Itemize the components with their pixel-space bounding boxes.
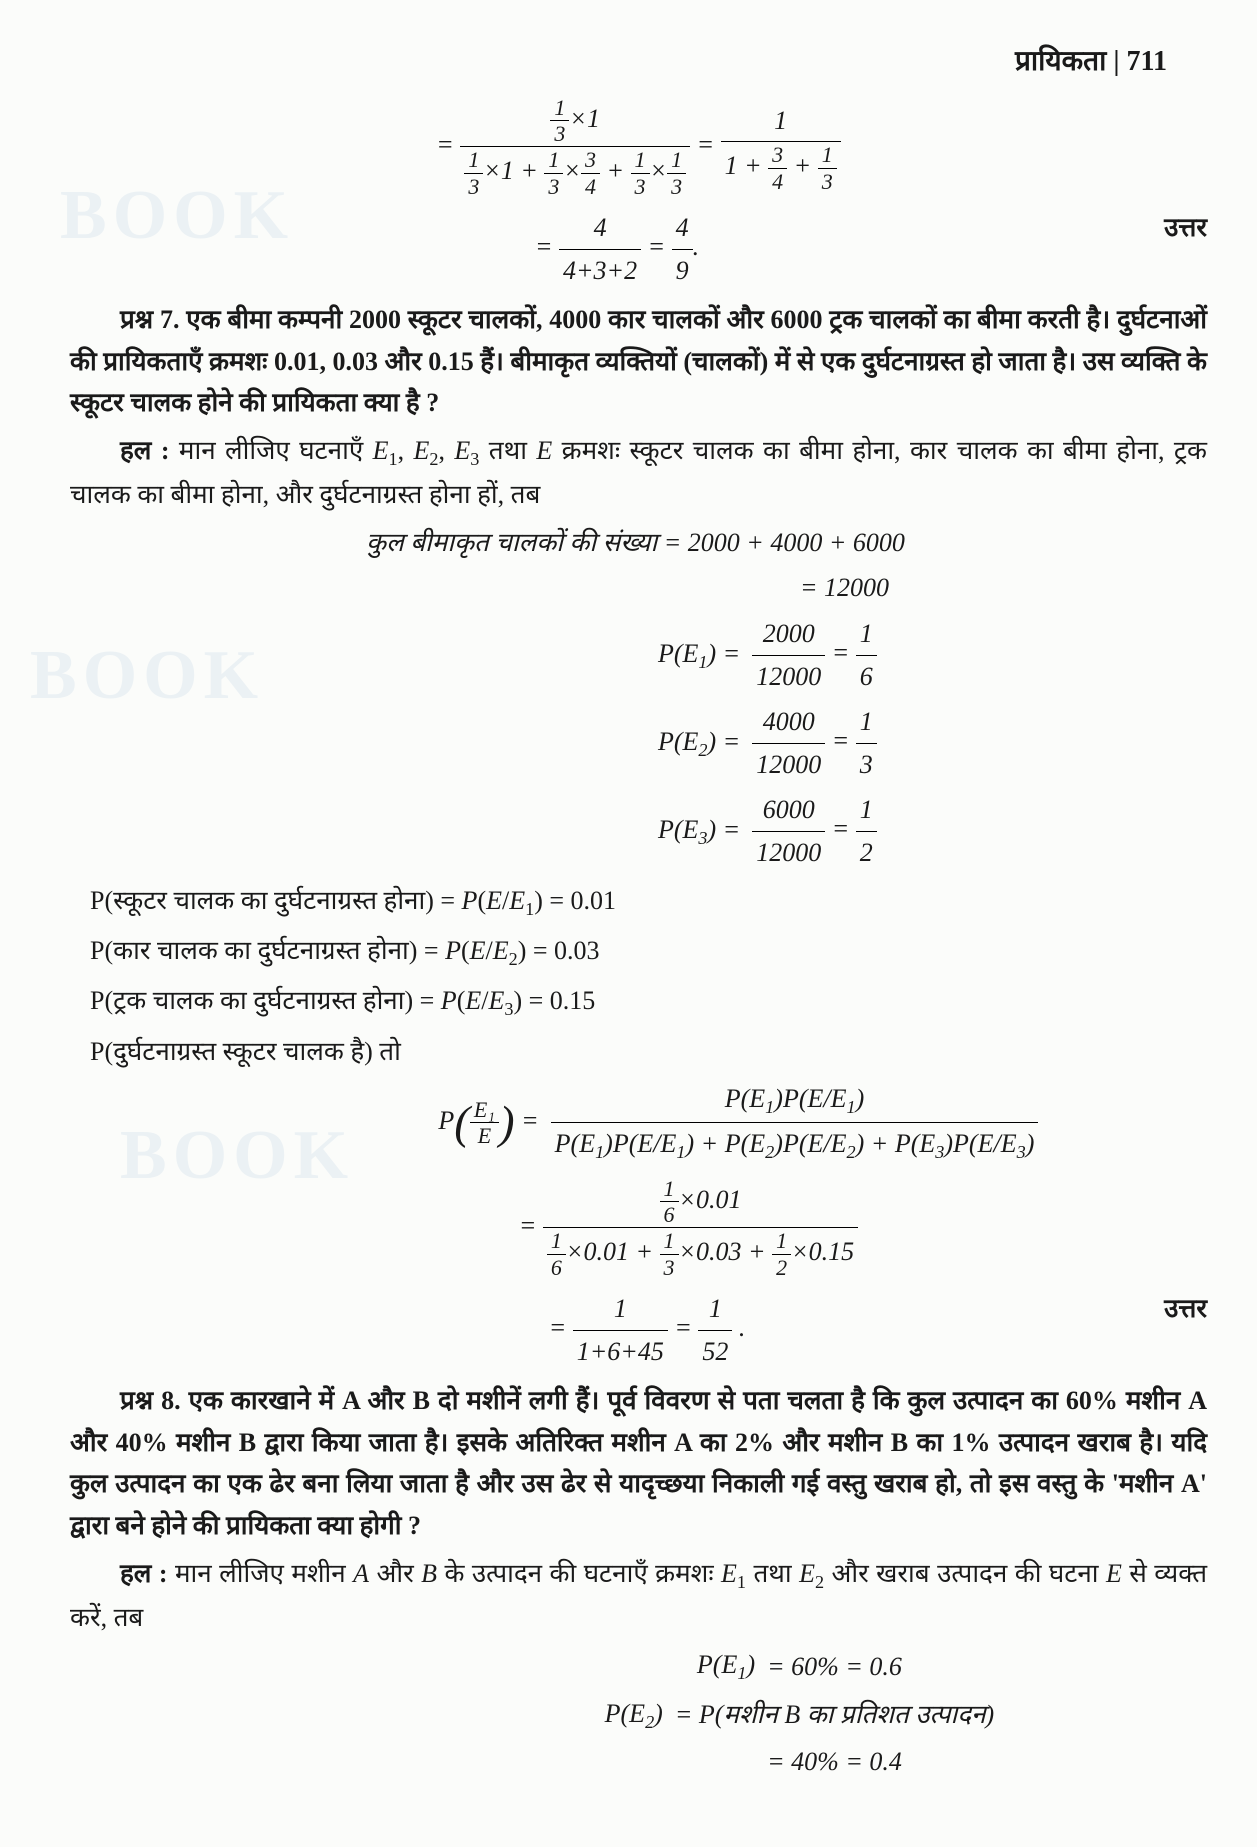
eq: = — [674, 1313, 698, 1342]
den: 2 — [856, 832, 877, 874]
num: P(E1)P(E/E1) — [551, 1078, 1039, 1123]
q7-total-1: कुल बीमाकृत चालकों की संख्या = 2000 + 40… — [70, 522, 1207, 564]
num: 1 — [573, 1288, 668, 1331]
answer-label: उत्तर — [1164, 1288, 1207, 1330]
rhs: = 12000 — [794, 567, 889, 609]
den: 1+6+45 — [573, 1331, 668, 1373]
q8-solution-intro: हल : मान लीजिए मशीन A और B के उत्पादन की… — [70, 1553, 1207, 1639]
den: 3 — [856, 744, 877, 786]
eq-prefix: = — [436, 130, 460, 159]
lhs: कुल बीमाकृत चालकों की संख्या = 2000 + 40… — [366, 522, 911, 564]
num: 1 — [721, 100, 841, 143]
eq: = — [832, 638, 856, 667]
q7-step2: = 16×0.01 16×0.01 + 13×0.03 + 12×0.15 — [70, 1176, 1207, 1280]
page-header: प्रायिकता | 711 — [70, 40, 1207, 85]
num: 4000 — [752, 701, 825, 744]
q8-pe2b: = 40% = 0.4 — [70, 1741, 1207, 1783]
eq-mid: = — [697, 130, 721, 159]
q8-question: प्रश्न 8. एक कारखाने में A और B दो मशीने… — [70, 1380, 1207, 1546]
num: 1 — [698, 1288, 732, 1331]
eq-mid: = — [648, 232, 672, 261]
q7-pe2: P(E2) = 400012000 = 13 — [70, 701, 1207, 785]
den: P(E1)P(E/E1) + P(E2)P(E/E2) + P(E3)P(E/E… — [551, 1123, 1039, 1167]
num: 1 — [856, 613, 877, 656]
q7-solution-intro: हल : मान लीजिए घटनाएँ E1, E2, E3 तथा E क… — [70, 430, 1207, 516]
num: 6000 — [752, 789, 825, 832]
den: 12000 — [752, 656, 825, 698]
answer-label: उत्तर — [1164, 207, 1207, 249]
den: 9 — [672, 250, 693, 292]
den: 12000 — [752, 744, 825, 786]
eq-prefix: = — [535, 232, 559, 261]
q7-pe1: P(E1) = 200012000 = 16 — [70, 613, 1207, 697]
rhs: = 40% = 0.4 — [761, 1741, 902, 1783]
num: 1 — [856, 789, 877, 832]
num: 1 — [550, 95, 569, 121]
eq-block-1b: = 44+3+2 = 49. उत्तर — [70, 207, 1207, 291]
tail: ×1 — [569, 104, 600, 133]
den: 52 — [698, 1331, 732, 1373]
q8-pe1: P(E1) = 60% = 0.6 — [70, 1644, 1207, 1688]
eq: = — [832, 726, 856, 755]
q7-cond4: P(दुर्घटनाग्रस्त स्कूटर चालक है) तो — [90, 1031, 1207, 1073]
q7-bayes: P(E₁E) = P(E1)P(E/E1) P(E1)P(E/E1) + P(E… — [70, 1078, 1207, 1168]
text: मान लीजिए घटनाएँ E1, E2, E3 तथा E क्रमशः… — [70, 436, 1207, 509]
text: मान लीजिए मशीन A और B के उत्पादन की घटना… — [70, 1559, 1207, 1632]
page-content: प्रायिकता | 711 = 13×1 13×1 + 13×34 + 13… — [70, 40, 1207, 1783]
den: E — [470, 1123, 499, 1148]
q7-cond1: P(स्कूटर चालक का दुर्घटनाग्रस्त होना) = … — [90, 880, 1207, 924]
eq: = — [832, 814, 856, 843]
tail: . — [693, 232, 700, 261]
num: 4 — [559, 207, 641, 250]
den: 4+3+2 — [559, 250, 641, 292]
q7-question: प्रश्न 7. एक बीमा कम्पनी 2000 स्कूटर चाल… — [70, 299, 1207, 424]
q8-pe2a: P(E2) = P(मशीन B का प्रतिशत उत्पादन) — [70, 1693, 1207, 1737]
num: 1 — [856, 701, 877, 744]
tail: . — [732, 1313, 745, 1342]
num: 4 — [672, 207, 693, 250]
den: 6 — [856, 656, 877, 698]
q7-step3: = 11+6+45 = 152 . उत्तर — [70, 1288, 1207, 1372]
q7-total-2: = 12000 — [70, 567, 1207, 609]
den: 12000 — [752, 832, 825, 874]
den: 3 — [550, 121, 569, 146]
num: E₁ — [470, 1097, 499, 1123]
q7-cond3: P(ट्रक चालक का दुर्घटनाग्रस्त होना) = P(… — [90, 980, 1207, 1024]
eq-block-1: = 13×1 13×1 + 13×34 + 13×13 = 1 1 + 34 +… — [70, 95, 1207, 199]
q7-cond2: P(कार चालक का दुर्घटनाग्रस्त होना) = P(E… — [90, 930, 1207, 974]
num: 2000 — [752, 613, 825, 656]
textbook-page: BOOK BOOK BOOK प्रायिकता | 711 = 13×1 13… — [0, 0, 1257, 1847]
q7-pe3: P(E3) = 600012000 = 12 — [70, 789, 1207, 873]
